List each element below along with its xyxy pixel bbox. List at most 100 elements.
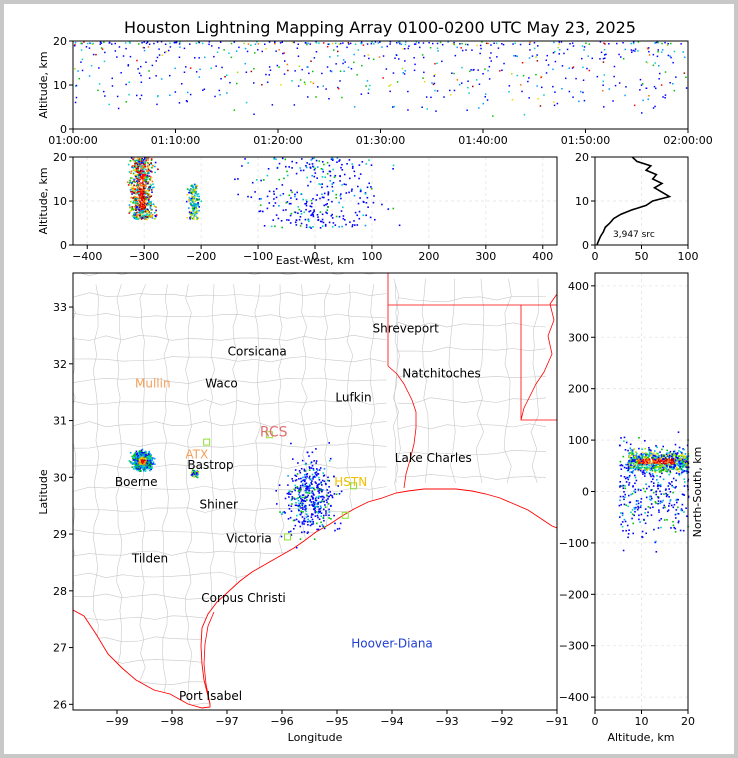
ns-source <box>668 496 670 498</box>
lightning-source <box>244 47 247 50</box>
ew-source <box>135 213 138 215</box>
ew-source <box>136 211 139 214</box>
ns-source <box>632 522 634 525</box>
lightning-source <box>204 56 206 59</box>
ew-source <box>137 216 139 218</box>
ew-source <box>140 166 143 169</box>
lightning-source <box>654 105 656 108</box>
ew-tick-label: −400 <box>72 250 102 263</box>
ns-source <box>645 456 647 459</box>
ns-source <box>676 498 679 501</box>
plan-source <box>312 503 315 506</box>
plan-source <box>149 455 152 458</box>
ns-source <box>655 502 657 505</box>
ns-source <box>679 463 681 466</box>
lightning-source <box>633 104 636 107</box>
ns-source <box>656 466 659 468</box>
plan-source <box>316 474 318 477</box>
plan-source <box>320 515 322 517</box>
ew-source <box>192 198 195 201</box>
lightning-source <box>669 82 671 84</box>
ew-source <box>140 218 143 220</box>
ns-source <box>648 455 650 457</box>
ns-source <box>671 458 673 460</box>
ns-source <box>683 455 686 457</box>
ns-source <box>650 514 653 516</box>
lightning-source <box>127 65 129 67</box>
source-count-annotation: 3,947 src <box>613 230 655 240</box>
plan-source <box>321 495 323 498</box>
lightning-source <box>264 43 266 45</box>
ew-source <box>147 188 149 190</box>
lightning-source <box>566 48 569 51</box>
ew-source <box>308 210 310 213</box>
ew-source <box>321 220 323 223</box>
parish-line <box>503 278 512 484</box>
lightning-source <box>348 43 350 45</box>
plan-source <box>276 503 278 505</box>
lightning-source <box>356 74 358 76</box>
lightning-source <box>540 75 543 78</box>
lightning-source <box>603 42 605 44</box>
ew-source <box>141 206 144 208</box>
ew-source <box>190 212 192 214</box>
parish-line <box>421 278 429 484</box>
ew-source <box>188 189 191 191</box>
time-tick-label: 01:00:00 <box>48 134 97 147</box>
lightning-source <box>537 45 539 47</box>
plan-source <box>323 468 326 470</box>
ns-source <box>636 468 639 471</box>
ew-source <box>358 177 360 180</box>
plan-source <box>305 473 308 476</box>
ew-source <box>144 174 146 177</box>
ew-source <box>147 209 149 212</box>
ns-source <box>655 463 658 466</box>
lightning-source <box>128 81 130 83</box>
plan-source <box>319 505 322 507</box>
ew-source <box>325 211 327 214</box>
ew-source <box>331 217 334 219</box>
plan-source <box>295 475 298 477</box>
plan-source <box>197 471 199 474</box>
lightning-source <box>344 61 346 63</box>
ew-source <box>194 188 196 191</box>
ns-source <box>633 506 636 509</box>
ns-source <box>673 463 675 466</box>
lightning-source <box>519 43 522 46</box>
ns-source <box>647 511 649 514</box>
ew-source <box>316 194 318 196</box>
ns-source <box>665 464 668 466</box>
ns-source <box>652 454 655 457</box>
ew-source <box>274 225 276 228</box>
city-label: ATX <box>185 448 208 462</box>
plan-source <box>305 516 308 518</box>
parish-line <box>397 397 547 404</box>
ew-source <box>142 167 145 170</box>
plan-source <box>132 456 135 458</box>
lightning-source <box>321 72 323 75</box>
ns-source <box>630 465 633 468</box>
ns-source <box>640 501 642 503</box>
ew-source <box>305 204 308 207</box>
plan-source <box>323 500 325 503</box>
ns-tick-label: −300 <box>559 640 589 653</box>
ns-source <box>635 451 637 453</box>
ns-source <box>620 475 622 477</box>
ew-source <box>327 192 330 195</box>
ew-source <box>313 210 315 213</box>
ns-source <box>668 473 671 476</box>
parish-line <box>397 449 547 456</box>
lat-tick-label: 33 <box>53 301 67 314</box>
lightning-source <box>477 69 479 71</box>
plan-source <box>137 453 140 455</box>
ns-source <box>686 462 688 464</box>
plan-source <box>151 458 154 460</box>
lightning-source <box>496 56 498 58</box>
plan-view-ticks: −99 −98 −97 −96 −95 −94 −93 −92 −912627282930313… <box>53 301 569 728</box>
ns-source <box>684 460 687 462</box>
plan-source <box>311 495 313 497</box>
plan-source <box>311 504 314 506</box>
ew-source <box>359 197 361 199</box>
ew-source <box>313 209 315 211</box>
lightning-source <box>116 56 118 58</box>
